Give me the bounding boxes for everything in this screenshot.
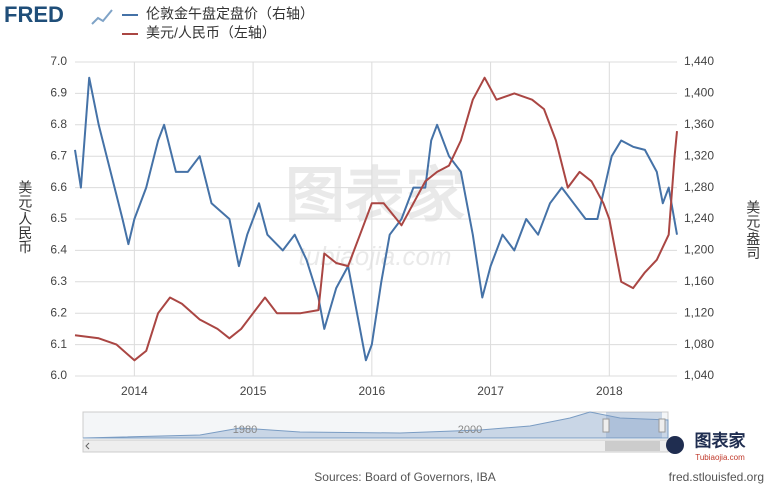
series-line (74, 76, 678, 362)
logo-icon (666, 436, 684, 454)
brand-icon (91, 9, 113, 25)
y-tick-label: 6.3 (50, 274, 67, 288)
y2-tick-label: 1,200 (684, 243, 714, 257)
logo-url: Tubiaojia.com (695, 453, 745, 462)
x-tick-label: 2017 (477, 384, 504, 398)
y-tick-label: 6.0 (50, 368, 67, 382)
brand: FRED (4, 2, 64, 27)
navigator-selection[interactable] (606, 412, 662, 438)
y-tick-label: 6.9 (50, 86, 67, 100)
y2-tick-label: 1,400 (684, 86, 714, 100)
legend-label: 伦敦金午盘定盘价（右轴） (146, 6, 314, 22)
y2-tick-label: 1,120 (684, 305, 714, 319)
y2-tick-label: 1,440 (684, 54, 714, 68)
y-tick-label: 6.2 (50, 305, 67, 319)
x-tick-label: 2018 (596, 384, 623, 398)
logo-text: 图表家 (695, 430, 746, 450)
scrollbar-thumb[interactable] (605, 441, 660, 451)
series-line (74, 76, 678, 362)
site: fred.stlouisfed.org (669, 470, 764, 484)
y-tick-label: 6.5 (50, 211, 67, 225)
y2-tick-label: 1,240 (684, 211, 714, 225)
scroll-left[interactable] (85, 442, 90, 450)
navigator-label: 2000 (458, 424, 482, 436)
watermark: 图表家 tubiaojia.com (285, 162, 465, 271)
y-axis-label: 美元/人民币 (17, 180, 33, 254)
y2-tick-label: 1,080 (684, 337, 714, 351)
y-tick-label: 6.7 (50, 148, 67, 162)
y2-tick-label: 1,040 (684, 368, 714, 382)
y2-tick-label: 1,320 (684, 148, 714, 162)
y-tick-label: 7.0 (50, 54, 67, 68)
navigator-series (82, 411, 669, 439)
y2-tick-label: 1,280 (684, 180, 714, 194)
y2-axis-label: 美元/盎司 (745, 200, 761, 260)
y-tick-label: 6.1 (50, 337, 67, 351)
y-tick-label: 6.8 (50, 117, 67, 131)
x-tick-label: 2014 (121, 384, 148, 398)
navigator-handle[interactable] (658, 418, 666, 433)
navigator-label: 1980 (233, 424, 257, 436)
legend-label: 美元/人民币（左轴） (146, 25, 276, 41)
navigator-handle[interactable] (602, 418, 610, 433)
x-tick-label: 2015 (240, 384, 267, 398)
x-tick-label: 2016 (358, 384, 385, 398)
y-tick-label: 6.6 (50, 180, 67, 194)
source: Sources: Board of Governors, IBA (314, 470, 495, 484)
y-tick-label: 6.4 (50, 243, 67, 257)
watermark-url: tubiaojia.com (298, 241, 451, 271)
scrollbar[interactable] (82, 439, 669, 453)
y2-tick-label: 1,360 (684, 117, 714, 131)
y2-tick-label: 1,160 (684, 274, 714, 288)
navigator: 1980 2000 (82, 411, 669, 453)
